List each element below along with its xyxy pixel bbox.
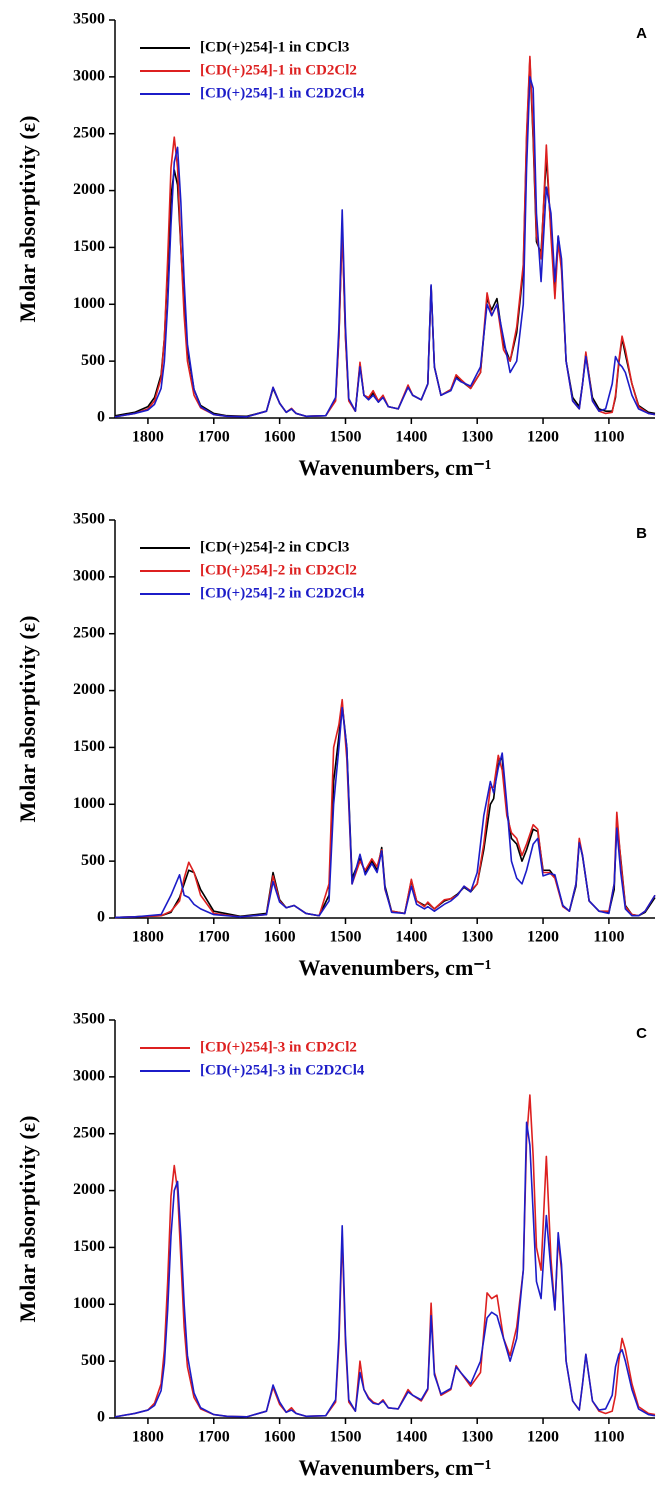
legend-label: [CD(+)254]-1 in C2D2Cl4 (200, 85, 365, 101)
panel-label: A (636, 25, 647, 42)
y-tick-label: 3000 (73, 1068, 105, 1085)
y-tick-label: 2500 (73, 1124, 105, 1141)
chart-panel: 0 500 1000 1500 2000 2500 3000 3500 1800 1700 1600… (15, 11, 656, 480)
x-tick-label: 1400 (395, 929, 427, 946)
spectrum-line (114, 76, 656, 418)
legend-label: [CD(+)254]-2 in C2D2Cl4 (200, 585, 365, 601)
x-tick-label: 1300 (461, 1429, 493, 1446)
y-axis-label: Molar absorptivity (ε) (15, 616, 40, 823)
x-tick-label: 1100 (593, 1429, 624, 1446)
chart-panel: 0 500 1000 1500 2000 2500 3000 3500 1800 1700 1600… (15, 511, 656, 980)
x-tick-label: 1600 (264, 929, 296, 946)
y-tick-label: 3000 (73, 568, 105, 585)
y-tick-label: 0 (97, 909, 105, 926)
y-tick-label: 3500 (73, 1011, 105, 1028)
panel-label: C (636, 1025, 647, 1042)
x-tick-label: 1800 (132, 429, 164, 446)
y-tick-label: 2000 (73, 1181, 105, 1198)
chart-panel: 0 500 1000 1500 2000 2500 3000 3500 1800 1700 1600… (15, 1011, 656, 1480)
y-tick-label: 1500 (73, 1238, 105, 1255)
x-axis-label: Wavenumbers, cm⁻¹ (299, 455, 492, 480)
y-tick-label: 0 (97, 409, 105, 426)
x-tick-label: 1700 (198, 429, 230, 446)
legend-label: [CD(+)254]-1 in CDCl3 (200, 39, 349, 55)
legend-label: [CD(+)254]-1 in CD2Cl2 (200, 62, 357, 78)
y-tick-label: 1500 (73, 738, 105, 755)
x-tick-label: 1500 (329, 429, 361, 446)
legend-label: [CD(+)254]-2 in CD2Cl2 (200, 562, 357, 578)
y-tick-label: 500 (81, 1352, 105, 1369)
x-tick-label: 1400 (395, 1429, 427, 1446)
y-tick-label: 1000 (73, 295, 105, 312)
x-tick-label: 1200 (527, 429, 559, 446)
x-tick-label: 1800 (132, 929, 164, 946)
x-tick-label: 1300 (461, 429, 493, 446)
y-tick-label: 1500 (73, 238, 105, 255)
x-tick-label: 1400 (395, 429, 427, 446)
x-tick-label: 1500 (329, 929, 361, 946)
x-tick-label: 1300 (461, 929, 493, 946)
spectrum-line (114, 706, 656, 919)
y-axis-label: Molar absorptivity (ε) (15, 1116, 40, 1323)
y-axis-label: Molar absorptivity (ε) (15, 116, 40, 323)
x-tick-label: 1200 (527, 1429, 559, 1446)
y-tick-label: 1000 (73, 795, 105, 812)
x-tick-label: 1600 (264, 429, 296, 446)
x-axis-label: Wavenumbers, cm⁻¹ (299, 955, 492, 980)
x-tick-label: 1100 (593, 429, 624, 446)
x-tick-label: 1800 (132, 1429, 164, 1446)
y-tick-label: 500 (81, 352, 105, 369)
x-axis-label: Wavenumbers, cm⁻¹ (299, 1455, 492, 1480)
y-tick-label: 2000 (73, 181, 105, 198)
spectrum-line (114, 59, 656, 418)
y-tick-label: 3500 (73, 11, 105, 28)
legend-label: [CD(+)254]-3 in CD2Cl2 (200, 1039, 357, 1055)
x-tick-label: 1200 (527, 929, 559, 946)
spectrum-line (114, 1094, 656, 1418)
y-tick-label: 3500 (73, 511, 105, 528)
spectrum-line (114, 1121, 656, 1418)
x-tick-label: 1700 (198, 929, 230, 946)
x-tick-label: 1600 (264, 1429, 296, 1446)
panel-label: B (636, 525, 647, 542)
x-tick-label: 1500 (329, 1429, 361, 1446)
spectrum-line (114, 55, 656, 418)
y-tick-label: 0 (97, 1409, 105, 1426)
y-tick-label: 3000 (73, 68, 105, 85)
y-tick-label: 1000 (73, 1295, 105, 1312)
legend-label: [CD(+)254]-3 in C2D2Cl4 (200, 1062, 365, 1078)
x-tick-label: 1100 (593, 929, 624, 946)
x-tick-label: 1700 (198, 1429, 230, 1446)
y-tick-label: 2000 (73, 681, 105, 698)
y-tick-label: 500 (81, 852, 105, 869)
legend-label: [CD(+)254]-2 in CDCl3 (200, 539, 349, 555)
y-tick-label: 2500 (73, 124, 105, 141)
y-tick-label: 2500 (73, 624, 105, 641)
